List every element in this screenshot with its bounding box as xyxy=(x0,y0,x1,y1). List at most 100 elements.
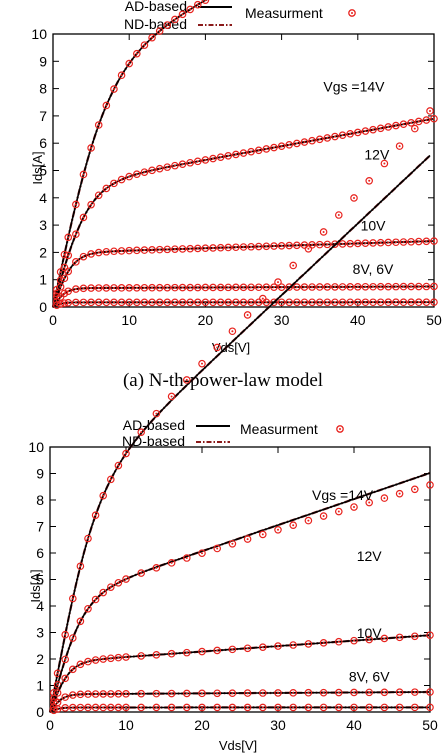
measurement-point xyxy=(380,703,389,712)
measurement-point xyxy=(148,283,156,292)
measurement-point-center xyxy=(155,412,158,415)
measurement-point-center xyxy=(265,147,268,150)
measurement-point-center xyxy=(128,62,131,65)
measurement-point-center xyxy=(125,578,127,581)
measurement-point-center xyxy=(425,285,428,288)
measurement-point-center xyxy=(87,706,89,709)
measurement-point xyxy=(53,301,61,310)
measurement-point-center xyxy=(402,241,405,244)
measurement-point-center xyxy=(181,163,184,166)
measurement-point-center xyxy=(64,706,67,709)
curve-annotation: 8V, 6V xyxy=(349,669,390,685)
measurement-point xyxy=(155,27,164,35)
measurement-point xyxy=(319,688,328,697)
measurement-point-center xyxy=(280,301,283,304)
measurement-point xyxy=(228,539,237,548)
measurement-point-center xyxy=(201,706,203,709)
measurement-point xyxy=(114,703,123,712)
measurement-point-center xyxy=(185,706,188,709)
measurement-point xyxy=(183,689,191,698)
measurement-point xyxy=(410,124,419,133)
measurement-point-center xyxy=(90,252,93,255)
measurement-point-center xyxy=(277,645,279,648)
measurement-point xyxy=(84,703,92,712)
measurement-point-center xyxy=(398,636,401,639)
measurement-point-center xyxy=(227,286,230,289)
y-tick-label: 6 xyxy=(36,545,44,561)
measurement-point xyxy=(193,0,202,9)
ad-curve-vgs-10 xyxy=(49,634,431,713)
measurement-point-center xyxy=(63,277,66,280)
chart-panel-a: AD-based ND-based Measurment Ids[A] Vds[… xyxy=(30,0,442,391)
measurement-point-center xyxy=(292,264,295,267)
measurement-point-center xyxy=(82,255,85,258)
measurement-point-center xyxy=(140,692,143,695)
measurement-point-center xyxy=(280,145,283,148)
measurement-point xyxy=(422,282,431,291)
measurement-point xyxy=(304,640,313,648)
ad-curve-vgs-14 xyxy=(49,154,431,713)
measurement-point xyxy=(338,240,347,248)
measurement-point xyxy=(76,617,85,626)
measurement-point-center xyxy=(337,706,340,709)
measurement-point xyxy=(426,107,434,115)
measurement-point-center xyxy=(56,683,59,686)
measurement-point xyxy=(365,703,374,712)
measurement-point xyxy=(125,246,134,255)
measurement-point-center xyxy=(288,143,291,146)
measurement-point-center xyxy=(120,301,123,304)
measurement-point-center xyxy=(341,301,344,304)
measurement-point-center xyxy=(311,243,314,246)
measurement-point xyxy=(289,261,298,270)
measurement-point-center xyxy=(204,158,207,161)
measurement-point-center xyxy=(79,706,82,709)
x-tick-label: 40 xyxy=(350,312,366,328)
measurement-point xyxy=(289,521,298,529)
measurement-point xyxy=(334,688,343,697)
measurement-point-center xyxy=(280,244,283,247)
measurement-point xyxy=(94,284,103,292)
measurement-point xyxy=(346,239,354,248)
measurement-point xyxy=(60,274,69,283)
measurement-point-center xyxy=(196,301,199,304)
measurement-point-center xyxy=(212,301,215,304)
measurement-point-center xyxy=(94,706,97,709)
measurement-point xyxy=(353,239,362,248)
measurement-point-center xyxy=(64,677,67,680)
measurement-point xyxy=(395,142,404,150)
measurement-point xyxy=(365,498,374,507)
measurement-point xyxy=(163,245,172,254)
measurement-point-center xyxy=(372,241,375,244)
measurement-point xyxy=(270,283,278,291)
measurement-point-center xyxy=(79,693,82,696)
y-axis-title: Ids[A] xyxy=(30,151,45,184)
measurement-point-center xyxy=(170,561,173,564)
measurement-point xyxy=(346,283,354,291)
measurement-point-center xyxy=(433,240,435,243)
measurement-point xyxy=(167,649,176,658)
measurement-point xyxy=(167,392,176,401)
measurement-point-center xyxy=(216,692,219,695)
measurement-point xyxy=(213,689,222,698)
chart-panel-b: AD-based ND-based Measurment Ids[A] Vds[… xyxy=(28,107,438,753)
measurement-point-center xyxy=(216,706,219,709)
measurement-point xyxy=(216,283,225,292)
measurement-point xyxy=(148,298,156,307)
measurement-point-center xyxy=(155,566,158,569)
measurement-point-center xyxy=(189,161,192,164)
figure-caption: (a) N-th-power-law model xyxy=(123,370,323,391)
measurement-point xyxy=(274,703,282,712)
measurement-point xyxy=(186,244,194,253)
measurement-point-center xyxy=(364,130,367,133)
measurement-point-center xyxy=(337,691,340,694)
measurement-point-center xyxy=(166,166,169,169)
measurement-point xyxy=(361,127,370,135)
measurement-point-center xyxy=(155,692,158,695)
measurement-point xyxy=(338,131,347,139)
measurement-point xyxy=(125,59,134,68)
x-tick-label: 0 xyxy=(49,312,57,328)
measurement-point-center xyxy=(219,246,222,249)
measurement-point xyxy=(243,644,252,653)
measurement-point-center xyxy=(318,243,321,246)
measurement-point-center xyxy=(356,242,359,245)
